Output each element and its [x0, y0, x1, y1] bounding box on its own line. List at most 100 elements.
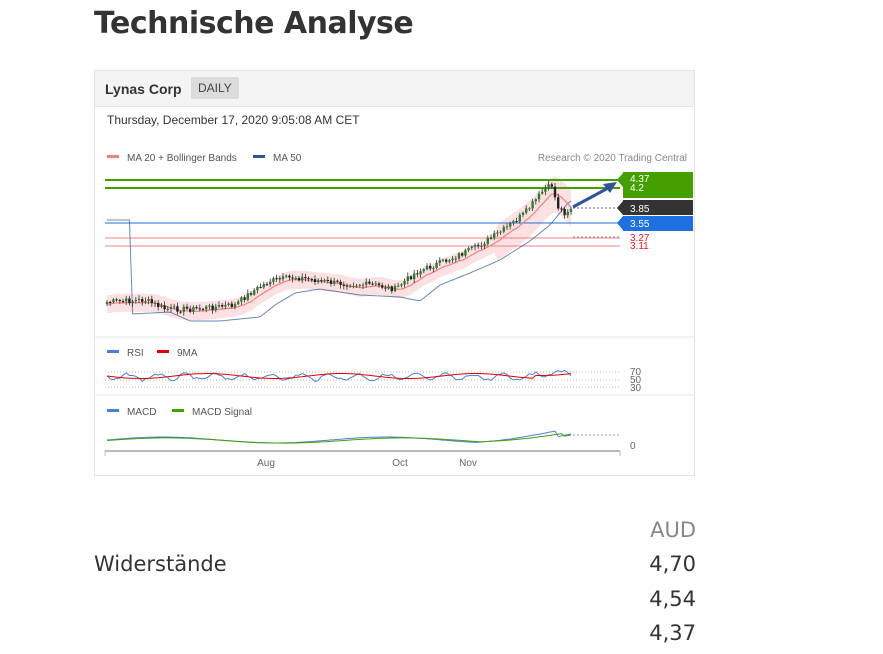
candle-body — [323, 280, 326, 282]
pivot-label-box — [623, 200, 693, 215]
candle-body — [291, 277, 294, 279]
candle-body — [310, 279, 313, 281]
candle-body — [301, 277, 304, 281]
resistance-row-label: Widerstände — [94, 552, 227, 576]
candle-body — [547, 184, 550, 189]
candle-body — [288, 275, 291, 278]
macd-legend-swatch — [107, 409, 119, 412]
rsi-ma-line — [106, 373, 572, 379]
research-credit: Research © 2020 Trading Central — [538, 153, 687, 164]
candle-body — [563, 208, 566, 216]
candle-body — [195, 307, 198, 309]
candle-body — [201, 308, 205, 310]
candle-body — [445, 259, 448, 262]
candle-body — [333, 280, 336, 284]
candle-body — [365, 281, 368, 285]
x-tick-aug: Aug — [257, 458, 275, 469]
period-badge[interactable]: DAILY — [191, 77, 239, 99]
candle-body — [454, 258, 457, 260]
candle-body — [153, 302, 157, 304]
candle-body — [499, 231, 502, 233]
candle-body — [246, 293, 249, 300]
support-label-1: 3.55 — [630, 219, 650, 230]
candle-body — [150, 299, 153, 304]
resistance-value-2: 4,54 — [649, 587, 696, 611]
rsi-ma-legend-label: 9MA — [177, 348, 198, 359]
candle-body — [189, 308, 192, 312]
candle-body — [557, 197, 560, 209]
candle-body — [208, 305, 211, 307]
candle-body — [518, 214, 521, 222]
support-label-box — [623, 216, 693, 231]
candle-body — [320, 280, 323, 282]
macd-signal-legend-swatch — [172, 409, 184, 412]
candle-body — [409, 276, 413, 280]
rsi-tick-50: 50 — [630, 375, 642, 386]
resistance-value-3: 4,37 — [649, 621, 696, 645]
candle-body — [422, 269, 425, 272]
candle-body — [169, 307, 173, 309]
candle-body — [397, 285, 400, 287]
candle-body — [515, 221, 518, 223]
candle-body — [419, 271, 422, 275]
candle-body — [416, 273, 419, 275]
candle-body — [109, 301, 112, 303]
candle-body — [502, 227, 505, 232]
candle-body — [512, 221, 515, 224]
candle-body — [403, 280, 406, 285]
pivot-label: 3.85 — [630, 204, 650, 215]
candle-body — [400, 284, 403, 286]
candle-body — [553, 186, 557, 198]
candle-body — [259, 286, 262, 288]
ma50-legend-swatch — [253, 155, 265, 158]
candle-body — [329, 280, 333, 284]
forecast-arrow-shaft — [572, 185, 611, 209]
candle-body — [486, 237, 489, 244]
candle-body — [544, 188, 547, 192]
candle-body — [493, 233, 496, 238]
forecast-arrow-head — [603, 182, 617, 193]
candle-body — [262, 284, 265, 288]
resistance-label-pointer — [617, 173, 623, 187]
ma50-line — [107, 200, 572, 322]
support-label-pointer — [617, 216, 623, 230]
resistance-label-2: 4.2 — [630, 183, 644, 194]
candle-body — [313, 279, 317, 283]
candle-body — [435, 262, 438, 269]
candle-body — [525, 208, 528, 213]
ma50-legend-label: MA 50 — [273, 153, 302, 164]
candle-body — [198, 308, 201, 310]
candle-body — [131, 301, 134, 304]
candle-body — [243, 297, 246, 300]
bollinger-band — [107, 176, 571, 321]
candle-body — [413, 273, 416, 280]
candle-body — [374, 283, 377, 285]
resistance-label-box — [623, 172, 693, 198]
candle-body — [230, 303, 233, 307]
candle-body — [269, 281, 272, 285]
candle-body — [134, 299, 137, 302]
candle-body — [205, 306, 208, 310]
candle-body — [227, 303, 230, 305]
x-tick-nov: Nov — [459, 458, 477, 469]
candle-body — [163, 305, 166, 310]
rsi-ma-legend-swatch — [157, 350, 169, 353]
candle-body — [217, 304, 221, 307]
candle-body — [115, 299, 118, 301]
candle-body — [569, 208, 573, 212]
candle-body — [393, 286, 397, 292]
macd-tick-0: 0 — [630, 441, 636, 452]
candle-body — [166, 308, 169, 310]
chart-header: Lynas Corp DAILY — [95, 71, 694, 107]
candle-body — [342, 284, 345, 286]
candle-body — [470, 246, 473, 248]
candle-body — [157, 302, 160, 307]
candle-body — [496, 232, 499, 234]
rsi-tick-30: 30 — [630, 383, 642, 394]
candle-body — [381, 285, 384, 288]
candle-body — [272, 278, 275, 282]
candle-body — [179, 311, 182, 313]
ma20-legend-swatch — [107, 155, 119, 158]
candle-body — [237, 301, 240, 305]
candle-body — [128, 298, 131, 304]
